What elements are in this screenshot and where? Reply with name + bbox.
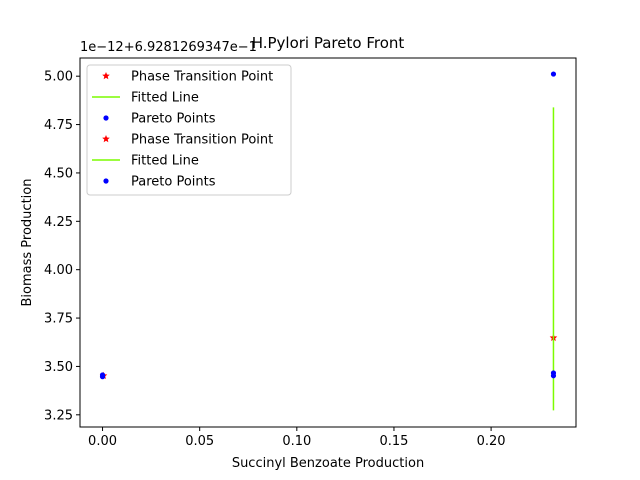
y-tick-label: 4.25 xyxy=(44,215,73,230)
pareto-point xyxy=(99,374,106,380)
x-tick-label: 0.00 xyxy=(88,434,117,449)
x-tick-label: 0.20 xyxy=(477,434,506,449)
x-tick-label: 0.10 xyxy=(282,434,311,449)
legend-label: Phase Transition Point xyxy=(131,133,273,148)
legend-label: Fitted Line xyxy=(131,91,199,106)
legend-label: Pareto Points xyxy=(131,112,216,127)
y-axis-ticks: 3.25 3.50 3.75 4.00 4.25 4.50 4.75 5.00 xyxy=(44,70,80,423)
x-axis-label: Succinyl Benzoate Production xyxy=(232,456,424,471)
legend: Phase Transition Point Fitted Line Pareto … xyxy=(86,64,292,196)
y-tick-label: 4.00 xyxy=(44,263,73,278)
legend-star-swatch xyxy=(102,72,110,80)
plot-area xyxy=(99,71,558,411)
legend-label: Fitted Line xyxy=(131,154,199,169)
legend-label: Phase Transition Point xyxy=(131,70,273,85)
axes-frame xyxy=(79,57,577,428)
legend-dot-swatch xyxy=(103,115,109,121)
y-tick-label: 3.25 xyxy=(44,408,73,423)
pareto-point xyxy=(550,71,557,77)
y-offset-label: 1e−12+6.9281269347e−1 xyxy=(80,40,257,55)
chart-title: H.Pylori Pareto Front xyxy=(252,34,405,52)
y-tick-label: 5.00 xyxy=(44,70,73,85)
series-marker-dot xyxy=(99,71,557,380)
y-tick-label: 4.75 xyxy=(44,118,73,133)
x-axis-ticks: 0.00 0.05 0.10 0.15 0.20 xyxy=(88,427,506,449)
legend-dot-swatch xyxy=(103,178,109,184)
y-tick-label: 3.75 xyxy=(44,312,73,327)
pareto-point xyxy=(550,373,557,379)
legend-star-swatch xyxy=(102,135,110,143)
x-tick-label: 0.05 xyxy=(185,434,214,449)
legend-label: Pareto Points xyxy=(131,175,216,190)
legend-box xyxy=(86,64,292,196)
x-tick-label: 0.15 xyxy=(379,434,408,449)
y-tick-label: 3.50 xyxy=(44,360,73,375)
y-tick-label: 4.50 xyxy=(44,166,73,181)
y-axis-label: Biomass Production xyxy=(20,179,35,307)
